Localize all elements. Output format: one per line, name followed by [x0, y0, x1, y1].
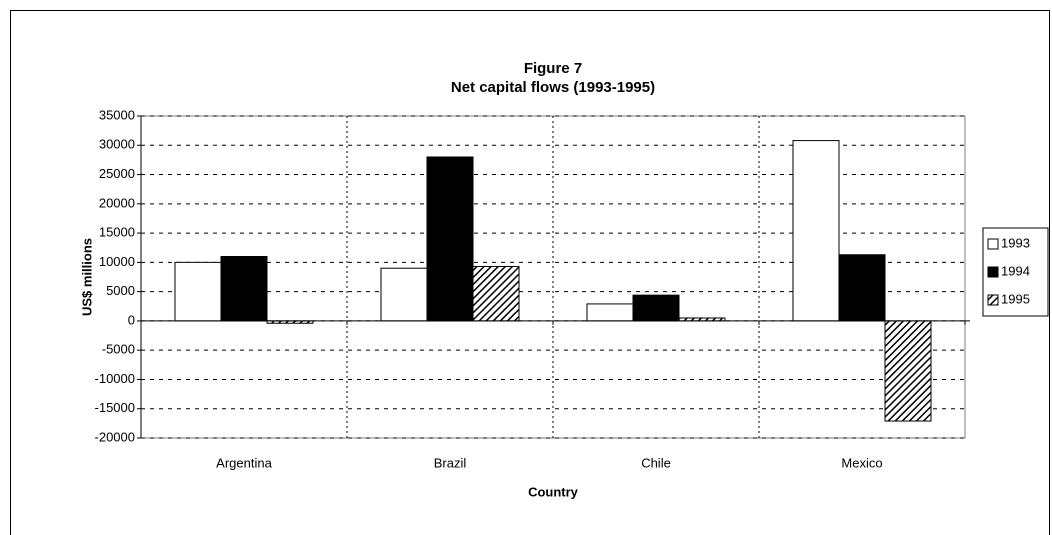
- legend-swatch: [987, 294, 999, 306]
- y-tick-label: 20000: [99, 195, 135, 210]
- chart-title: Figure 7: [524, 60, 582, 77]
- bar: [426, 156, 474, 322]
- bar: [380, 267, 428, 322]
- y-axis-label: US$ millions: [79, 238, 94, 316]
- y-tick-label: 35000: [99, 107, 135, 122]
- x-tick-label: Chile: [641, 455, 671, 470]
- y-tick-label: -15000: [95, 400, 135, 415]
- y-tick-label: 5000: [106, 283, 135, 298]
- y-tick-label: 25000: [99, 166, 135, 181]
- y-tick-label: 30000: [99, 137, 135, 152]
- x-tick-label: Brazil: [434, 455, 467, 470]
- bar: [632, 294, 680, 322]
- y-tick-label: -5000: [102, 342, 135, 357]
- legend-label: 1995: [1001, 291, 1030, 306]
- y-tick-label: 0: [128, 312, 135, 327]
- bar: [838, 254, 886, 322]
- bar: [586, 303, 634, 322]
- y-tick-label: -10000: [95, 371, 135, 386]
- x-tick-label: Argentina: [216, 455, 272, 470]
- y-tick-label: 15000: [99, 225, 135, 240]
- y-tick-label: 10000: [99, 254, 135, 269]
- bar: [472, 265, 520, 322]
- bar: [884, 320, 932, 422]
- legend-swatch: [987, 266, 999, 278]
- chart-border: [10, 10, 1050, 535]
- legend-label: 1994: [1001, 263, 1030, 278]
- bar: [792, 140, 840, 322]
- bar: [174, 261, 222, 322]
- legend-swatch: [987, 238, 999, 250]
- legend-label: 1993: [1001, 235, 1030, 250]
- chart-subtitle: Net capital flows (1993-1995): [451, 79, 655, 96]
- bar: [220, 256, 268, 322]
- x-axis-label: Country: [528, 484, 579, 499]
- y-tick-label: -20000: [95, 429, 135, 444]
- x-tick-label: Mexico: [841, 455, 882, 470]
